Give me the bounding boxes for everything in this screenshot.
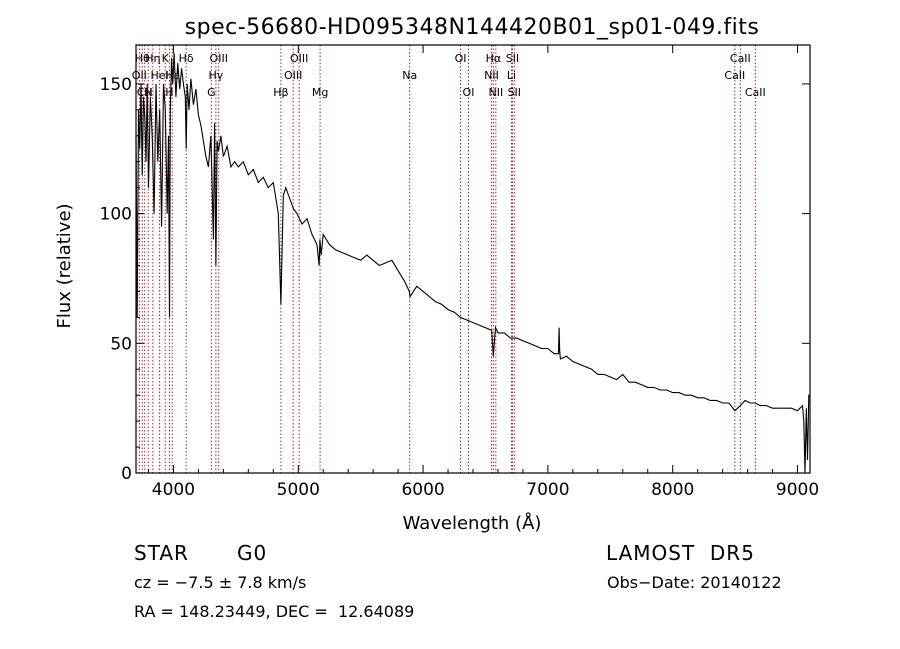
x-axis-label: Wavelength (Å) (403, 512, 542, 534)
line-marker-label: Hα (486, 52, 502, 65)
y-axis-ticks: 0 50 100 150 (100, 57, 810, 484)
spectrum-line (135, 52, 810, 474)
line-marker-label: Li (507, 69, 516, 82)
line-marker-label: Hδ (179, 52, 194, 65)
line-marker-label: Hθ (135, 52, 150, 65)
y-tick-label: 100 (100, 205, 132, 225)
line-marker-label: SII (506, 52, 519, 65)
chart-title: spec-56680-HD095348N144420B01_sp01-049.f… (185, 15, 760, 40)
object-type: STAR (134, 541, 189, 565)
line-marker-label: OI (463, 86, 475, 99)
x-tick-label: 8000 (651, 480, 694, 500)
x-tick-label: 9000 (776, 480, 819, 500)
line-marker-label: Hβ (273, 86, 288, 99)
y-axis-label: Flux (relative) (54, 203, 75, 328)
line-marker-label: CaII (730, 52, 751, 65)
plot-frame (135, 44, 811, 474)
line-marker-label: HeI (150, 69, 168, 82)
line-marker-label: Mg (312, 86, 328, 99)
line-marker-label: G (207, 86, 216, 99)
x-tick-label: 4000 (152, 480, 195, 500)
x-axis-ticks: 4000 5000 6000 7000 8000 9000 (147, 45, 819, 500)
y-tick-label: 150 (100, 75, 132, 95)
line-marker-label: OII (132, 69, 147, 82)
line-marker-label: OIII (284, 69, 302, 82)
redshift-cz: cz = −7.5 ± 7.8 km/s (134, 573, 307, 592)
line-marker-label: OI (455, 52, 467, 65)
observation-date: Obs−Date: 20140122 (607, 573, 782, 592)
line-marker-labels: OIIHθCNHHηHeIKHHεHδGHγOIIIHβOIIIOIIIMgNa… (132, 52, 766, 99)
line-marker-label: OIII (290, 52, 308, 65)
line-marker-label: Na (402, 69, 417, 82)
line-marker-label: NII (488, 86, 503, 99)
spectral-subclass: G0 (237, 541, 268, 565)
y-tick-label: 50 (110, 334, 132, 354)
line-marker-label: SII (508, 86, 521, 99)
line-marker-label: CaII (745, 86, 766, 99)
line-marker-label: K (162, 52, 170, 65)
line-marker-label: H (144, 86, 152, 99)
line-markers (138, 45, 756, 473)
line-marker-label: Hγ (208, 69, 223, 82)
line-marker-label: OIII (210, 52, 228, 65)
survey-name: LAMOST DR5 (606, 541, 755, 565)
x-tick-label: 6000 (401, 480, 444, 500)
x-tick-label: 5000 (277, 480, 320, 500)
line-marker-label: Hη (145, 52, 160, 65)
ra-dec: RA = 148.23449, DEC = 12.64089 (134, 602, 415, 621)
line-marker-label: H (165, 86, 173, 99)
y-tick-label: 0 (121, 464, 132, 484)
line-marker-label: NII (484, 69, 499, 82)
line-marker-label: CaII (724, 69, 745, 82)
x-tick-label: 7000 (526, 480, 569, 500)
